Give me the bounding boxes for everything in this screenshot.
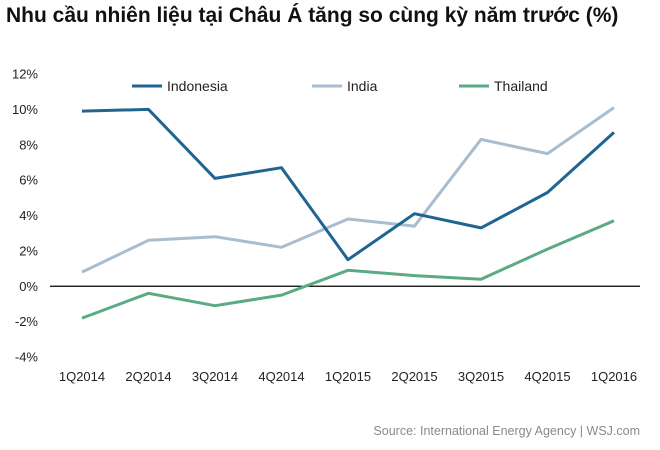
y-tick-label: 8% [19, 137, 38, 152]
y-tick-label: -4% [15, 350, 39, 365]
x-tick-label: 3Q2014 [192, 369, 238, 384]
y-tick-label: 2% [19, 243, 38, 258]
series-lines [81, 106, 616, 320]
legend-label-thailand: Thailand [494, 78, 548, 94]
x-tick-label: 2Q2014 [125, 369, 171, 384]
x-tick-label: 1Q2014 [59, 369, 105, 384]
y-tick-label: 4% [19, 208, 38, 223]
x-axis-ticks: 1Q2014 2Q2014 3Q2014 4Q2014 1Q2015 2Q2015 3Q20… [59, 369, 637, 384]
x-tick-label: 4Q2015 [524, 369, 570, 384]
y-tick-label: 10% [12, 102, 38, 117]
y-tick-label: -2% [15, 314, 39, 329]
legend: Indonesia India Thailand [132, 78, 548, 94]
x-tick-label: 4Q2014 [258, 369, 304, 384]
source-note: Source: International Energy Agency | WS… [373, 424, 640, 438]
y-axis-ticks: -4% -2% 0% 2% 4% 6% 8% 10% 12% [12, 67, 38, 365]
legend-label-india: India [347, 78, 378, 94]
series-line-thailand [81, 219, 615, 320]
x-tick-label: 2Q2015 [391, 369, 437, 384]
x-tick-label: 3Q2015 [458, 369, 504, 384]
x-tick-label: 1Q2015 [325, 369, 371, 384]
y-tick-label: 6% [19, 173, 38, 188]
y-tick-label: 0% [19, 279, 38, 294]
y-tick-label: 12% [12, 67, 38, 82]
chart-title: Nhu cầu nhiên liệu tại Châu Á tăng so cù… [6, 4, 619, 27]
legend-label-indonesia: Indonesia [167, 78, 228, 94]
series-line-india [81, 106, 615, 274]
series-line-indonesia [81, 107, 616, 262]
x-tick-label: 1Q2016 [591, 369, 637, 384]
